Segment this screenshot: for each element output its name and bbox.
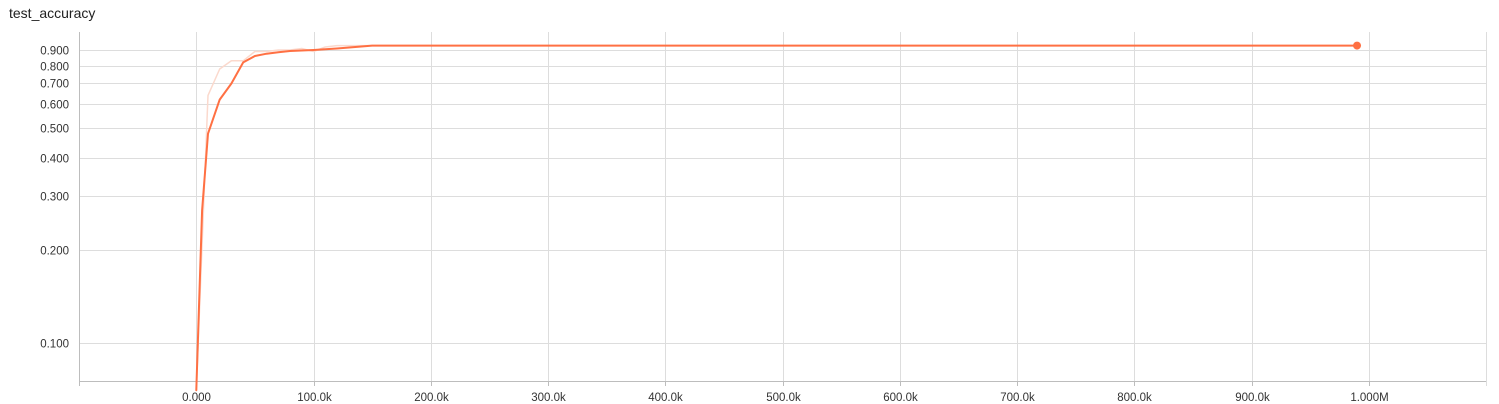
x-tick-label: 500.0k: [766, 392, 801, 404]
x-tick-label: 0.000: [182, 392, 211, 404]
x-tick-label: 100.0k: [297, 392, 332, 404]
y-tick-label: 0.300: [40, 192, 69, 204]
x-tick-label: 400.0k: [648, 392, 683, 404]
x-tick-label: 700.0k: [1000, 392, 1035, 404]
y-tick-label: 0.200: [40, 246, 69, 258]
y-tick-label: 0.900: [40, 46, 69, 58]
y-tick-label: 0.800: [40, 62, 69, 74]
raw-series-line: [195, 44, 1358, 391]
x-tick-label: 800.0k: [1117, 392, 1152, 404]
x-tick-label: 900.0k: [1235, 392, 1270, 404]
chart-title: test_accuracy: [9, 5, 96, 21]
y-tick-label: 0.500: [40, 124, 69, 136]
last-point-marker: [1353, 41, 1362, 50]
x-tick-label: 300.0k: [531, 392, 566, 404]
y-tick-label: 0.400: [40, 154, 69, 166]
x-tick-label: 600.0k: [883, 392, 918, 404]
smoothed-series-line: [195, 44, 1358, 392]
y-tick-label: 0.700: [40, 79, 69, 91]
y-tick-label: 0.100: [40, 339, 69, 351]
y-tick-label: 0.600: [40, 100, 69, 112]
x-tick-label: 1.000M: [1350, 392, 1388, 404]
x-tick-label: 200.0k: [414, 392, 449, 404]
